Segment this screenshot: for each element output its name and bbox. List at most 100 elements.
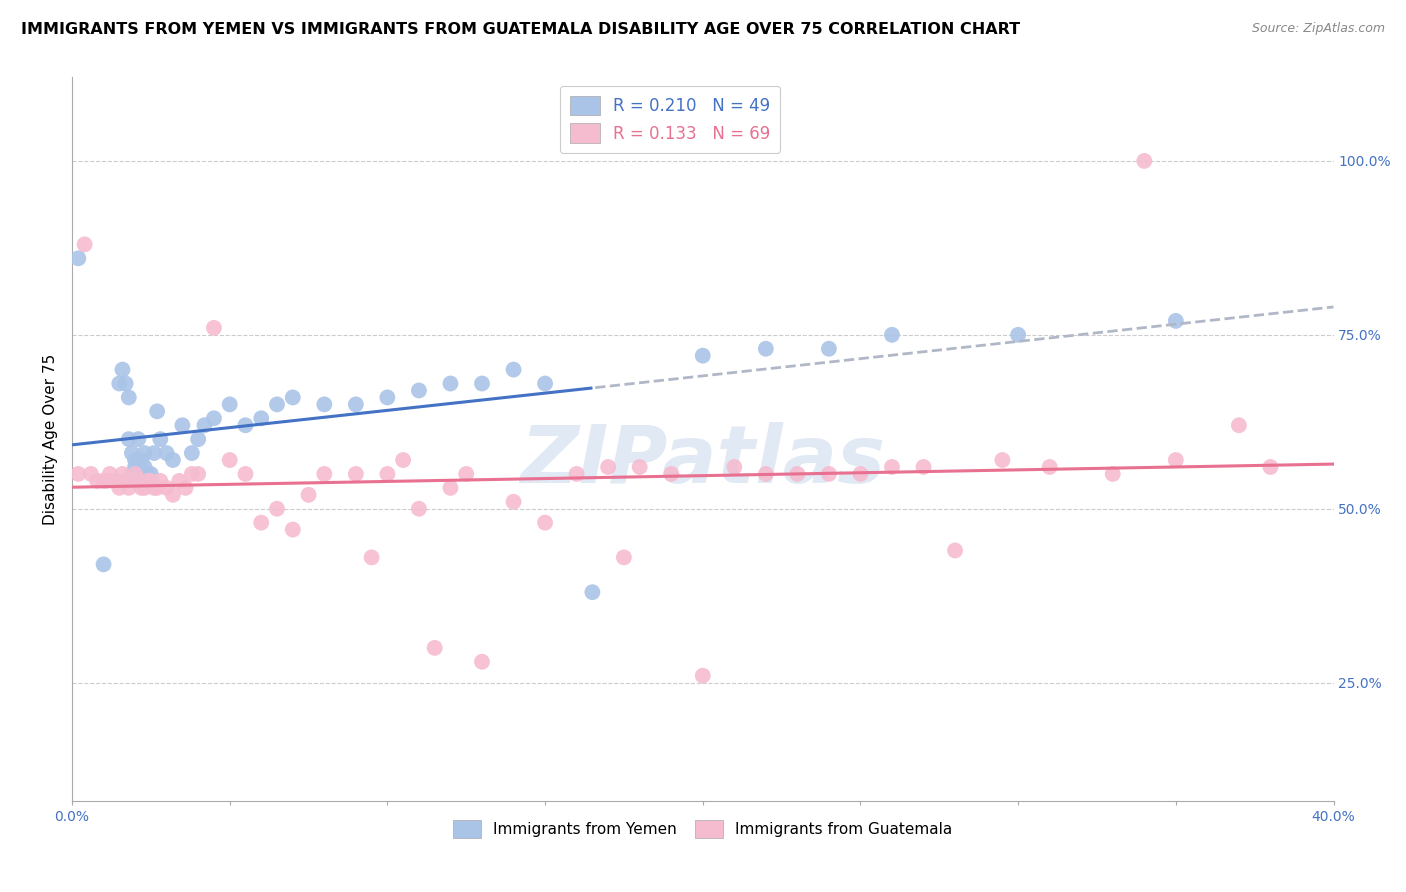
Point [118,391,141,405]
Point [202,411,225,425]
Point [1039,460,1062,475]
Point [235,418,257,433]
Point [139,474,162,488]
Point [439,376,461,391]
Point [344,467,367,481]
Point [297,488,319,502]
Point [755,342,778,356]
Point [1007,327,1029,342]
Point [1133,153,1156,168]
Point [1164,453,1187,467]
Point [360,550,382,565]
Point [598,460,620,475]
Point [818,467,841,481]
Point [235,467,257,481]
Point [502,495,524,509]
Point [202,321,225,335]
Point [67,252,90,266]
Point [187,432,209,446]
Legend: Immigrants from Yemen, Immigrants from Guatemala: Immigrants from Yemen, Immigrants from G… [447,814,959,844]
Point [114,474,136,488]
Point [108,481,131,495]
Point [136,467,159,481]
Point [111,362,134,376]
Point [471,655,494,669]
Point [692,349,714,363]
Point [534,516,557,530]
Point [118,432,141,446]
Point [146,404,169,418]
Point [534,376,557,391]
Point [131,467,153,481]
Point [180,467,202,481]
Point [156,446,179,460]
Point [93,558,115,572]
Point [143,446,166,460]
Point [98,467,121,481]
Point [423,640,446,655]
Point [139,467,162,481]
Point [408,501,430,516]
Point [96,474,118,488]
Point [149,474,172,488]
Point [392,453,415,467]
Point [121,474,143,488]
Point [1101,467,1123,481]
Point [755,467,778,481]
Point [93,474,115,488]
Point [218,397,240,411]
Y-axis label: Disability Age Over 75: Disability Age Over 75 [44,353,58,524]
Point [456,467,478,481]
Point [124,460,146,475]
Point [628,460,651,475]
Point [136,474,159,488]
Point [250,411,273,425]
Point [156,481,179,495]
Point [912,460,935,475]
Point [73,237,96,252]
Point [581,585,603,599]
Point [377,467,399,481]
Point [723,460,745,475]
Text: IMMIGRANTS FROM YEMEN VS IMMIGRANTS FROM GUATEMALA DISABILITY AGE OVER 75 CORREL: IMMIGRANTS FROM YEMEN VS IMMIGRANTS FROM… [21,22,1021,37]
Point [439,481,461,495]
Point [127,460,149,475]
Point [692,668,714,682]
Point [943,543,966,558]
Point [266,397,288,411]
Point [344,397,367,411]
Point [613,550,636,565]
Point [193,418,215,433]
Point [146,481,169,495]
Point [114,376,136,391]
Point [849,467,872,481]
Point [880,460,903,475]
Point [187,467,209,481]
Point [131,481,153,495]
Point [111,467,134,481]
Point [172,418,194,433]
Point [1164,314,1187,328]
Point [991,453,1014,467]
Point [218,453,240,467]
Point [134,460,156,475]
Point [127,474,149,488]
Point [124,467,146,481]
Point [162,488,184,502]
Point [659,467,682,481]
Point [108,376,131,391]
Point [121,467,143,481]
Point [314,467,336,481]
Point [1260,460,1282,475]
Point [118,481,141,495]
Point [143,481,166,495]
Point [86,474,108,488]
Point [786,467,808,481]
Point [565,467,588,481]
Point [167,474,190,488]
Point [174,481,197,495]
Point [880,327,903,342]
Point [121,446,143,460]
Text: Source: ZipAtlas.com: Source: ZipAtlas.com [1251,22,1385,36]
Point [180,446,202,460]
